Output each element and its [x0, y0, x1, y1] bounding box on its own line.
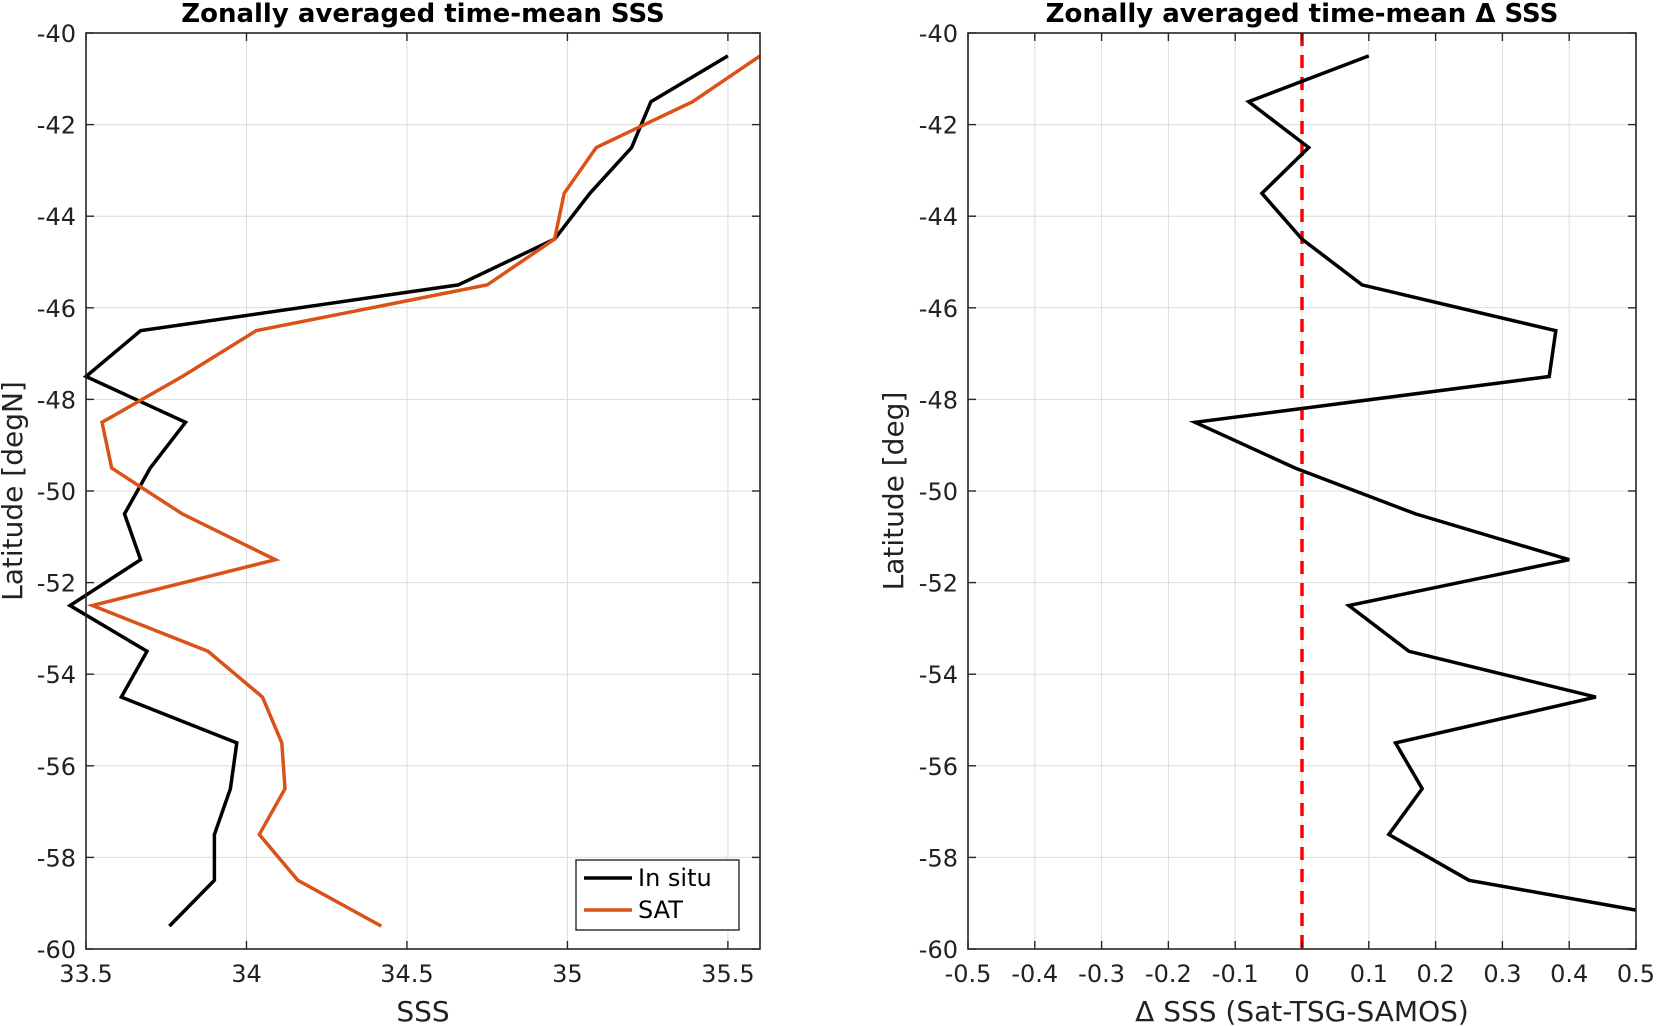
- delta-sss-y-tick-label: -50: [919, 478, 958, 506]
- sss-y-tick-label: -58: [37, 844, 76, 872]
- sss-series: [66, 54, 761, 928]
- delta-sss-x-axis-label: Δ SSS (Sat-TSG-SAMOS): [1135, 995, 1469, 1026]
- sss-y-tick-label: -40: [37, 20, 76, 48]
- delta-sss-y-tick-label: -46: [919, 295, 958, 323]
- delta-sss-y-axis-label: Latitude [deg]: [877, 392, 910, 591]
- sss-legend: In situ SAT: [575, 859, 740, 931]
- sss-y-tick-label: -56: [37, 753, 76, 781]
- sss-y-axis-label: Latitude [degN]: [0, 381, 29, 601]
- delta-sss-series: [1188, 54, 1637, 912]
- delta-sss-chart-title: Zonally averaged time-mean Δ SSS: [1046, 0, 1559, 29]
- sss-x-tick-label: 33.5: [59, 960, 112, 988]
- sss-y-tick-label: -50: [37, 478, 76, 506]
- sss-x-tick-label: 35.5: [701, 960, 754, 988]
- delta-sss-x-tick-label: 0.2: [1417, 960, 1455, 988]
- sss-ticks: 33.5 34 34.5 35 35.5 -60 -58 -56 -54 -52 -50 -48 -46…: [37, 20, 760, 988]
- delta-sss-y-tick-label: -54: [919, 661, 958, 689]
- sss-x-tick-label: 34.5: [380, 960, 433, 988]
- sss-y-tick-label: -48: [37, 386, 76, 414]
- sss-x-tick-label: 35: [552, 960, 583, 988]
- delta-sss-x-tick-label: -0.2: [1145, 960, 1192, 988]
- delta-sss-y-tick-label: -60: [919, 936, 958, 964]
- delta-sss-x-tick-label: -0.4: [1011, 960, 1058, 988]
- legend-box: [575, 859, 740, 931]
- delta-sss-x-tick-label: -0.3: [1078, 960, 1125, 988]
- delta-sss-x-tick-label: 0.1: [1350, 960, 1388, 988]
- sss-y-tick-label: -54: [37, 661, 76, 689]
- delta-sss-y-tick-label: -44: [919, 203, 958, 231]
- sss-x-tick-label: 34: [231, 960, 262, 988]
- delta-sss-x-tick-label: 0.3: [1483, 960, 1521, 988]
- delta-sss-y-tick-label: -58: [919, 844, 958, 872]
- delta-sss-x-tick-label: -0.1: [1212, 960, 1259, 988]
- delta-sss-y-tick-label: -56: [919, 753, 958, 781]
- sss-panel: 33.5 34 34.5 35 35.5 -60 -58 -56 -54 -52 -50 -48 -46…: [0, 0, 761, 1026]
- sss-y-tick-label: -52: [37, 570, 76, 598]
- sss-grid: [86, 33, 760, 949]
- delta-sss-x-tick-label: -0.5: [945, 960, 992, 988]
- sss-chart-title: Zonally averaged time-mean SSS: [181, 0, 665, 29]
- sss-series-line-in-situ: [66, 54, 729, 928]
- legend-label-in-situ: In situ: [638, 864, 712, 892]
- delta-sss-y-tick-label: -52: [919, 570, 958, 598]
- delta-sss-y-tick-label: -48: [919, 386, 958, 414]
- delta-sss-panel: -0.5 -0.4 -0.3 -0.2 -0.1 0 0.1 0.2 0.3 0.4 0.5 -60 -…: [877, 0, 1655, 1026]
- delta-sss-y-tick-label: -40: [919, 20, 958, 48]
- legend-label-sat: SAT: [638, 896, 683, 924]
- sss-y-tick-label: -46: [37, 295, 76, 323]
- delta-sss-series-line-0: [1188, 54, 1637, 912]
- sss-y-tick-label: -44: [37, 203, 76, 231]
- sss-y-tick-label: -60: [37, 936, 76, 964]
- delta-sss-ticks: -0.5 -0.4 -0.3 -0.2 -0.1 0 0.1 0.2 0.3 0.4 0.5 -60 -…: [919, 20, 1655, 988]
- delta-sss-x-tick-label: 0.4: [1550, 960, 1588, 988]
- delta-sss-y-tick-label: -42: [919, 112, 958, 140]
- sss-y-tick-label: -42: [37, 112, 76, 140]
- delta-sss-x-tick-label: 0.5: [1617, 960, 1655, 988]
- sss-x-axis-label: SSS: [396, 995, 449, 1026]
- delta-sss-x-tick-label: 0: [1294, 960, 1309, 988]
- sss-series-line-sat: [86, 54, 761, 928]
